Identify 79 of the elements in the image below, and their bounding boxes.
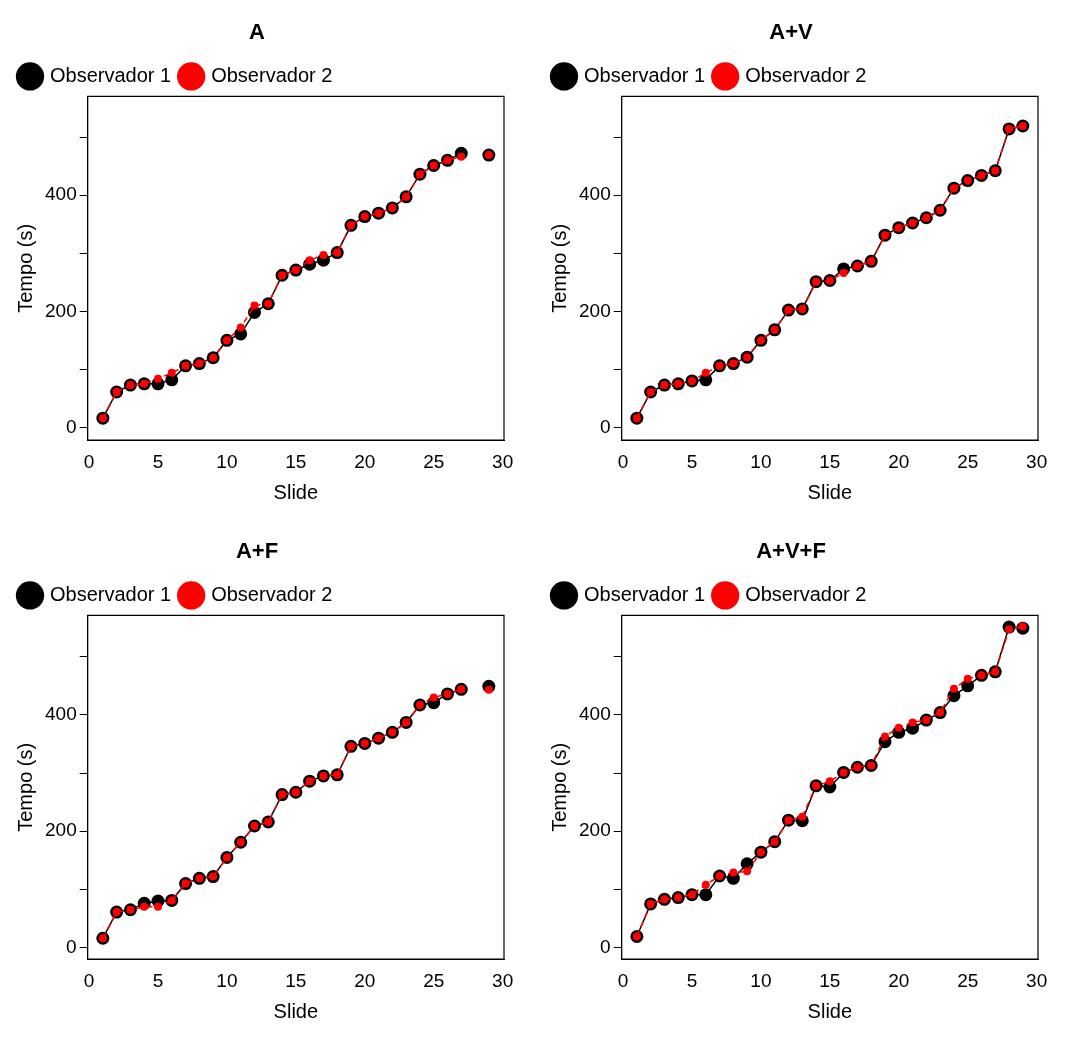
x-tick-label: 30 — [1026, 450, 1048, 472]
x-tick-label: 25 — [423, 969, 445, 991]
point — [894, 723, 903, 732]
x-axis-title: Slide — [807, 480, 853, 503]
y-tick-label: 400 — [45, 703, 77, 725]
x-tick-label: 5 — [152, 969, 164, 991]
x-axis-title: Slide — [807, 999, 853, 1022]
x-tick-label: 0 — [617, 969, 629, 991]
point — [701, 880, 710, 889]
legend-label: Observador 1 — [584, 63, 706, 86]
y-tick-label: 200 — [579, 299, 611, 321]
y-tick-label: 200 — [45, 819, 77, 841]
x-axis-title: Slide — [273, 999, 319, 1022]
x-tick-label: 5 — [686, 450, 698, 472]
y-tick-label: 400 — [579, 703, 611, 725]
y-tick-label: 200 — [579, 819, 611, 841]
y-tick-label: 0 — [600, 415, 611, 437]
chart-title: A+V+F — [756, 538, 826, 564]
point — [825, 777, 834, 786]
x-tick-label: 0 — [617, 450, 629, 472]
x-tick-label: 10 — [750, 969, 772, 991]
y-axis-title: Tempo (s) — [547, 223, 570, 313]
point — [701, 368, 710, 377]
point — [729, 868, 738, 877]
legend-label: Observador 2 — [211, 582, 333, 605]
x-tick-label: 5 — [686, 969, 698, 991]
chart-title: A+V — [769, 19, 814, 45]
point — [949, 684, 958, 693]
x-tick-label: 20 — [354, 969, 376, 991]
x-tick-label: 25 — [423, 450, 445, 472]
legend-label: Observador 2 — [745, 63, 867, 86]
legend-label: Observador 1 — [584, 582, 706, 605]
point — [250, 301, 259, 310]
chart-title: A — [249, 19, 266, 45]
x-tick-label: 20 — [888, 450, 910, 472]
x-tick-label: 15 — [819, 969, 841, 991]
legend-label: Observador 2 — [211, 63, 333, 86]
x-tick-label: 15 — [285, 969, 307, 991]
x-tick-label: 0 — [83, 969, 95, 991]
x-tick-label: 5 — [152, 450, 164, 472]
point — [154, 902, 162, 911]
y-tick-label: 400 — [579, 183, 611, 205]
x-tick-label: 30 — [1026, 969, 1048, 991]
x-tick-label: 25 — [957, 969, 979, 991]
point — [236, 323, 245, 332]
y-tick-label: 0 — [66, 935, 77, 957]
point — [908, 718, 917, 727]
x-axis-title: Slide — [273, 480, 319, 503]
chart-title: A+F — [235, 538, 279, 564]
point — [963, 674, 972, 683]
x-tick-label: 15 — [819, 450, 841, 472]
y-tick-label: 400 — [45, 183, 77, 205]
y-axis-title: Tempo (s) — [13, 223, 36, 313]
point — [429, 693, 438, 702]
point — [319, 250, 328, 259]
x-tick-label: 30 — [492, 450, 514, 472]
x-tick-label: 10 — [750, 450, 772, 472]
point — [798, 812, 807, 821]
x-tick-label: 20 — [888, 969, 910, 991]
x-tick-label: 30 — [492, 969, 514, 991]
point — [699, 888, 713, 902]
y-axis-title: Tempo (s) — [13, 742, 36, 832]
y-axis-title: Tempo (s) — [547, 742, 570, 832]
x-tick-label: 10 — [216, 450, 238, 472]
point — [154, 374, 162, 383]
y-tick-label: 0 — [66, 415, 77, 437]
legend-label: Observador 1 — [50, 63, 172, 86]
x-tick-label: 20 — [354, 450, 376, 472]
x-tick-label: 0 — [83, 450, 95, 472]
point — [743, 867, 752, 876]
legend-label: Observador 2 — [745, 582, 867, 605]
point — [880, 732, 889, 741]
point — [167, 368, 176, 377]
legend-label: Observador 1 — [50, 582, 172, 605]
y-tick-label: 200 — [45, 299, 77, 321]
x-tick-label: 15 — [285, 450, 307, 472]
y-tick-label: 0 — [600, 935, 611, 957]
x-tick-label: 25 — [957, 450, 979, 472]
x-tick-label: 10 — [216, 969, 238, 991]
